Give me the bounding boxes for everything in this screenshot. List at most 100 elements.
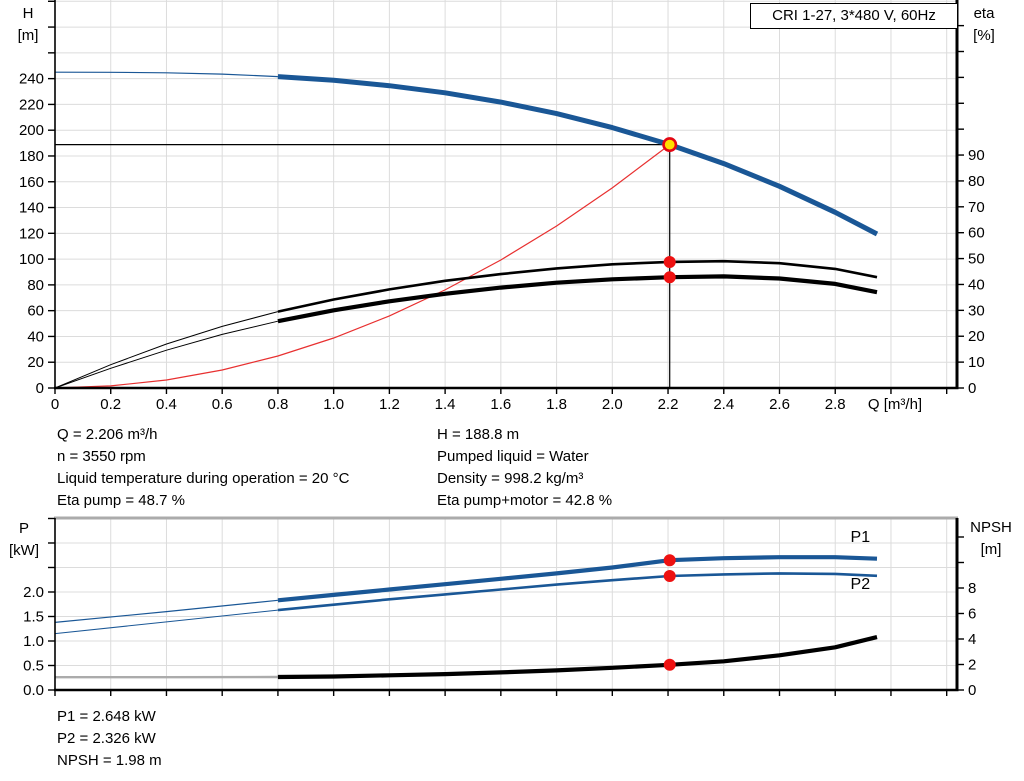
svg-text:2.8: 2.8 <box>825 396 846 413</box>
value-dot-marker <box>663 554 676 567</box>
svg-text:1.0: 1.0 <box>323 396 344 413</box>
svg-text:70: 70 <box>968 199 985 216</box>
annotation-density: Density = 998.2 kg/m³ <box>437 470 584 487</box>
svg-text:2: 2 <box>968 656 976 673</box>
svg-text:1.2: 1.2 <box>379 396 400 413</box>
svg-text:0.5: 0.5 <box>23 657 44 674</box>
annotation-p2: P2 = 2.326 kW <box>57 730 156 747</box>
annotation-npsh: NPSH = 1.98 m <box>57 752 162 769</box>
svg-text:0.6: 0.6 <box>212 396 233 413</box>
svg-text:0: 0 <box>968 682 976 699</box>
svg-text:0: 0 <box>968 380 976 397</box>
series-eta-pump <box>54 259 878 389</box>
svg-text:10: 10 <box>968 354 985 371</box>
svg-text:6: 6 <box>968 605 976 622</box>
svg-text:40: 40 <box>968 276 985 293</box>
svg-text:0: 0 <box>36 380 44 397</box>
hq-eta-chart: 0 0.2 0.4 0.6 0.8 1.0 1.2 1.4 1.6 1.8 2.0 2.2 2.4 2.6… <box>18 0 996 413</box>
duty-point-marker <box>662 137 678 153</box>
axis-titles: P [kW] NPSH [m] <box>9 519 1012 559</box>
svg-text:2.2: 2.2 <box>658 396 679 413</box>
series-pump-curve <box>54 71 879 237</box>
series-label-p1: P1 <box>851 529 871 546</box>
svg-text:NPSH: NPSH <box>970 519 1012 536</box>
axis-titles: H [m] eta [%] <box>18 5 996 44</box>
svg-text:1.8: 1.8 <box>546 396 567 413</box>
svg-text:H: H <box>23 5 34 22</box>
power-npsh-chart: 0.0 0.5 1.0 1.5 2.0 0 2 4 6 8 P [kW] NPSH [m] P1 P2 <box>9 516 1012 699</box>
annotation-pumped-liquid: Pumped liquid = Water <box>437 448 589 465</box>
svg-text:80: 80 <box>27 277 44 294</box>
operating-point-markers <box>663 554 676 671</box>
gridlines <box>55 0 957 388</box>
x-axis-title: Q [m³/h] <box>868 396 922 413</box>
series-p1-curve <box>54 555 878 623</box>
pump-model-title: CRI 1-27, 3*480 V, 60Hz <box>750 3 958 29</box>
svg-text:[%]: [%] <box>973 27 995 44</box>
duty-data-left-column: Q = 2.206 m³/h n = 3550 rpm Liquid tempe… <box>57 424 349 512</box>
annotation-liquid-temp: Liquid temperature during operation = 20… <box>57 470 350 487</box>
svg-text:0: 0 <box>51 396 59 413</box>
annotation-flow: Q = 2.206 m³/h <box>57 426 158 443</box>
svg-text:2.6: 2.6 <box>769 396 790 413</box>
svg-text:2.4: 2.4 <box>713 396 734 413</box>
svg-text:[m]: [m] <box>981 541 1002 558</box>
svg-text:0.4: 0.4 <box>156 396 177 413</box>
series-system-curve <box>54 144 671 389</box>
annotation-eta-pump-motor: Eta pump+motor = 42.8 % <box>437 492 613 509</box>
series-p2-curve <box>54 572 878 635</box>
svg-text:[kW]: [kW] <box>9 542 39 559</box>
svg-text:1.6: 1.6 <box>490 396 511 413</box>
gridlines <box>55 517 957 690</box>
duty-data-right-column: H = 188.8 m Pumped liquid = Water Densit… <box>437 424 612 512</box>
duty-data-panel: Q = 2.206 m³/h n = 3550 rpm Liquid tempe… <box>0 424 1024 516</box>
svg-text:60: 60 <box>27 303 44 320</box>
svg-text:30: 30 <box>968 302 985 319</box>
value-dot-marker <box>663 271 676 284</box>
svg-text:220: 220 <box>19 96 44 113</box>
annotation-p1: P1 = 2.648 kW <box>57 708 156 725</box>
svg-text:0.0: 0.0 <box>23 682 44 699</box>
svg-text:240: 240 <box>19 71 44 88</box>
svg-text:100: 100 <box>19 251 44 268</box>
svg-text:60: 60 <box>968 225 985 242</box>
svg-text:P: P <box>19 520 29 537</box>
series-eta-pump-motor <box>54 274 878 389</box>
annotation-speed: n = 3550 rpm <box>57 448 146 465</box>
power-data-panel: P1 = 2.648 kW P2 = 2.326 kW NPSH = 1.98 … <box>57 706 557 776</box>
svg-text:8: 8 <box>968 580 976 597</box>
operating-point-markers <box>662 137 678 284</box>
svg-text:20: 20 <box>27 354 44 371</box>
svg-text:90: 90 <box>968 147 985 164</box>
annotation-head: H = 188.8 m <box>437 426 520 443</box>
value-dot-marker <box>663 570 676 583</box>
svg-text:80: 80 <box>968 173 985 190</box>
svg-text:200: 200 <box>19 122 44 139</box>
axis-ticks <box>48 0 964 394</box>
value-dot-marker <box>663 255 676 268</box>
svg-text:1.5: 1.5 <box>23 608 44 625</box>
svg-text:4: 4 <box>968 631 976 648</box>
svg-text:2.0: 2.0 <box>23 584 44 601</box>
svg-text:160: 160 <box>19 174 44 191</box>
svg-text:0.8: 0.8 <box>267 396 288 413</box>
value-dot-marker <box>663 658 676 671</box>
svg-text:1.4: 1.4 <box>435 396 456 413</box>
annotation-eta-pump: Eta pump = 48.7 % <box>57 492 185 509</box>
svg-text:40: 40 <box>27 328 44 345</box>
series-label-p2: P2 <box>851 576 871 593</box>
svg-text:120: 120 <box>19 225 44 242</box>
axis-tick-labels: 0 0.2 0.4 0.6 0.8 1.0 1.2 1.4 1.6 1.8 2.0 2.2 2.4 2.6… <box>19 71 985 413</box>
svg-text:1.0: 1.0 <box>23 633 44 650</box>
svg-text:[m]: [m] <box>18 27 39 44</box>
svg-text:20: 20 <box>968 328 985 345</box>
axis-ticks <box>48 517 964 696</box>
series-npsh-curve <box>55 635 878 680</box>
axis-tick-labels: 0.0 0.5 1.0 1.5 2.0 0 2 4 6 8 <box>23 580 976 699</box>
svg-text:50: 50 <box>968 251 985 268</box>
svg-text:2.0: 2.0 <box>602 396 623 413</box>
svg-text:180: 180 <box>19 148 44 165</box>
svg-text:0.2: 0.2 <box>100 396 121 413</box>
svg-text:eta: eta <box>974 5 996 22</box>
